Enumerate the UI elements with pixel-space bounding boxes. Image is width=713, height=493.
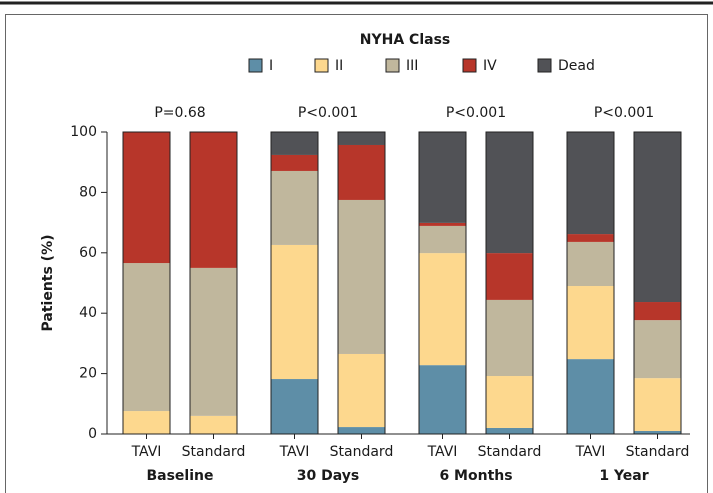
bar-segment	[271, 154, 318, 171]
bar-segment	[123, 411, 170, 434]
bar-segment	[634, 132, 681, 303]
bar-outline	[485, 131, 534, 435]
bar-outline	[566, 131, 615, 435]
bar-segment	[634, 302, 681, 321]
bar-segment	[190, 132, 237, 268]
bar-segment	[338, 199, 385, 354]
legend-label: I	[269, 58, 273, 74]
bar-segment	[419, 132, 466, 223]
p-value: P<0.001	[298, 105, 358, 121]
x-tick-label: Standard	[626, 444, 690, 460]
y-tick-label: 80	[79, 184, 97, 200]
x-tick-label: Standard	[478, 444, 542, 460]
legend-swatch	[314, 58, 329, 73]
bar-segment	[486, 253, 533, 300]
bar-segment	[486, 132, 533, 254]
x-tick-label: TAVI	[279, 444, 310, 460]
x-tick-label: TAVI	[131, 444, 162, 460]
bar-outline	[270, 131, 319, 435]
frame	[5, 14, 708, 493]
bar-segment	[271, 244, 318, 380]
bar-segment	[567, 286, 614, 360]
bar-segment	[338, 353, 385, 428]
bar-segment	[567, 132, 614, 235]
bar-segment	[338, 144, 385, 200]
bar-outline	[633, 131, 682, 435]
bar-segment	[419, 222, 466, 226]
group-label: 6 Months	[439, 468, 512, 484]
bar-segment	[190, 267, 237, 416]
group-label: 30 Days	[297, 468, 359, 484]
p-value: P=0.68	[154, 105, 205, 121]
legend-swatch	[537, 58, 552, 73]
bar-segment	[338, 132, 385, 145]
bar-segment	[338, 427, 385, 434]
bar-segment	[567, 241, 614, 287]
bar-segment	[567, 359, 614, 434]
legend-title: NYHA Class	[360, 32, 450, 48]
bar-segment	[190, 415, 237, 434]
y-tick-label: 0	[88, 426, 97, 442]
group-label: Baseline	[146, 468, 213, 484]
legend-swatch	[385, 58, 400, 73]
bar-segment	[634, 320, 681, 379]
bar-outline	[189, 131, 238, 435]
bar-segment	[634, 430, 681, 434]
y-tick-label: 100	[70, 124, 97, 140]
p-value: P<0.001	[446, 105, 506, 121]
bar-outline	[122, 131, 171, 435]
bar-segment	[419, 365, 466, 434]
bar-outline	[418, 131, 467, 435]
bar-outline	[337, 131, 386, 435]
x-tick-label: TAVI	[427, 444, 458, 460]
bar-segment	[271, 379, 318, 434]
bar-segment	[419, 253, 466, 366]
bar-segment	[486, 427, 533, 434]
legend-label: IV	[483, 58, 497, 74]
y-tick-label: 20	[79, 366, 97, 382]
bar-segment	[486, 376, 533, 428]
bar-segment	[567, 234, 614, 242]
p-value: P<0.001	[594, 105, 654, 121]
y-tick-label: 40	[79, 305, 97, 321]
x-tick-label: TAVI	[575, 444, 606, 460]
legend-swatch	[248, 58, 263, 73]
x-tick-label: Standard	[330, 444, 394, 460]
group-label: 1 Year	[599, 468, 648, 484]
bar-segment	[486, 299, 533, 377]
y-tick-label: 60	[79, 245, 97, 261]
y-axis-title: Patients (%)	[40, 234, 56, 331]
bar-segment	[419, 225, 466, 254]
bar-segment	[271, 132, 318, 155]
legend-swatch	[462, 58, 477, 73]
bar-segment	[634, 378, 681, 431]
bar-segment	[271, 170, 318, 245]
bar-segment	[123, 263, 170, 412]
legend-label: Dead	[558, 58, 595, 74]
legend-label: III	[406, 58, 418, 74]
legend-label: II	[335, 58, 343, 74]
x-tick-label: Standard	[182, 444, 246, 460]
bar-segment	[123, 132, 170, 264]
